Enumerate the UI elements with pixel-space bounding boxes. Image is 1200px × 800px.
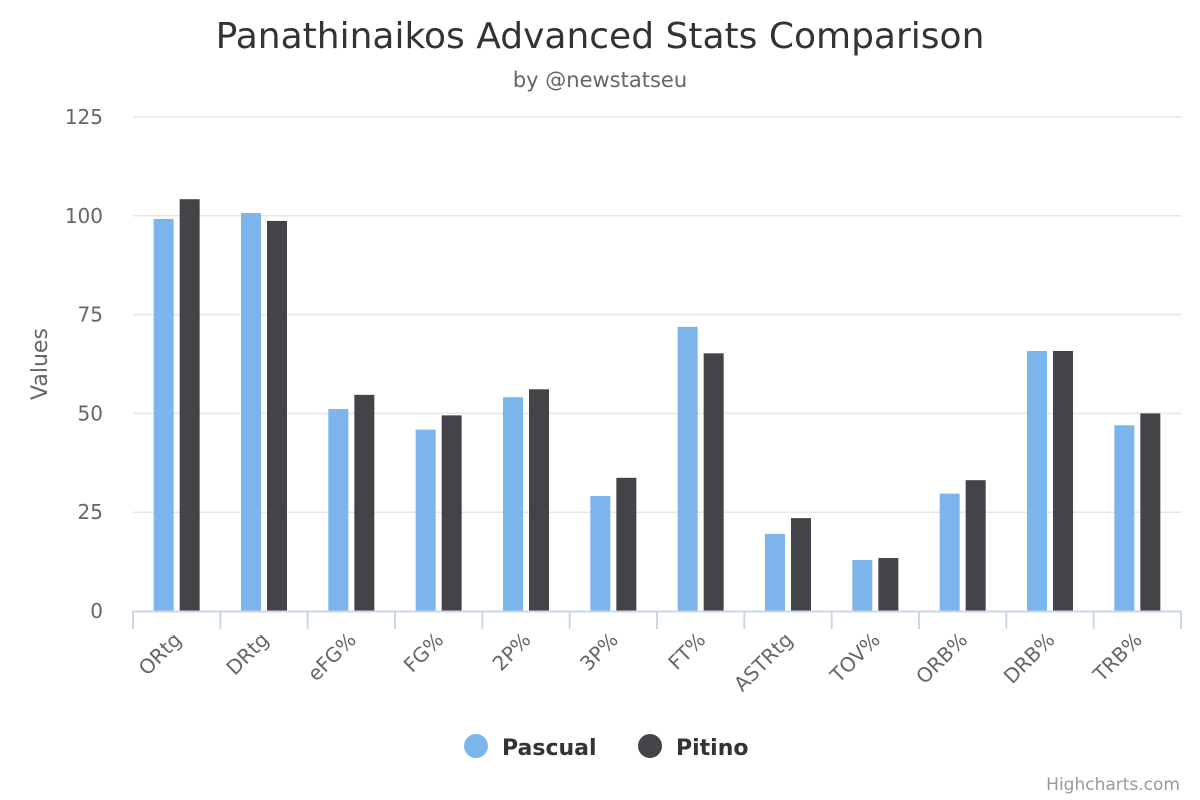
x-tick-label: 3P% xyxy=(575,628,623,676)
bar-pascual-astrtg[interactable] xyxy=(765,533,785,611)
y-tick-label: 0 xyxy=(90,599,103,623)
x-tick-label: TRB% xyxy=(1088,628,1147,687)
bar-pitino-ft-pct[interactable] xyxy=(703,353,724,611)
bar-pitino-tov-pct[interactable] xyxy=(878,558,899,611)
y-tick-label: 125 xyxy=(65,105,103,129)
bars xyxy=(153,199,1161,611)
chart-subtitle: by @newstatseu xyxy=(513,68,687,92)
y-tick-label: 25 xyxy=(78,500,103,524)
bar-pascual-3p-pct[interactable] xyxy=(590,495,611,611)
bar-pascual-orb-pct[interactable] xyxy=(939,493,960,611)
bar-pascual-fg-pct[interactable] xyxy=(415,429,436,611)
bar-pitino-fg-pct[interactable] xyxy=(441,415,462,611)
bar-pascual-ortg[interactable] xyxy=(153,218,174,611)
x-tick-label: DRtg xyxy=(221,628,273,680)
x-tick-label: ORtg xyxy=(134,628,186,680)
bar-pascual-drtg[interactable] xyxy=(241,213,261,611)
x-tick-label: eFG% xyxy=(303,628,361,686)
credits-link[interactable]: Highcharts.com xyxy=(1046,775,1180,795)
bar-pitino-trb-pct[interactable] xyxy=(1140,413,1161,611)
y-tick-label: 100 xyxy=(65,204,103,228)
bar-pitino-ortg[interactable] xyxy=(179,199,200,611)
y-axis-ticks: 0 25 50 75 100 125 xyxy=(65,105,103,623)
legend-item-pitino[interactable]: Pitino xyxy=(638,734,749,761)
x-tick-label: ASTRtg xyxy=(729,628,798,697)
x-axis-ticks: ORtg DRtg eFG% FG% 2P% 3P% FT% ASTRtg TOV% ORB% DR… xyxy=(134,628,1147,697)
x-tick-label: 2P% xyxy=(488,628,536,676)
bar-pitino-2p-pct[interactable] xyxy=(529,389,549,611)
y-tick-label: 50 xyxy=(78,401,103,425)
bar-pitino-orb-pct[interactable] xyxy=(965,480,986,611)
bar-pitino-drtg[interactable] xyxy=(267,220,287,611)
y-axis-label: Values xyxy=(28,328,53,400)
legend-item-pascual[interactable]: Pascual xyxy=(464,734,597,761)
bar-pitino-efg-pct[interactable] xyxy=(354,394,375,611)
x-tick-label: DRB% xyxy=(999,628,1060,689)
x-tick-label: FG% xyxy=(399,628,449,678)
x-tick-label: FT% xyxy=(663,628,710,675)
bar-pascual-efg-pct[interactable] xyxy=(328,409,349,611)
bar-pascual-ft-pct[interactable] xyxy=(677,326,698,611)
legend-label-pascual: Pascual xyxy=(502,736,597,761)
bar-pascual-trb-pct[interactable] xyxy=(1114,425,1135,611)
legend-marker-pitino xyxy=(638,734,662,758)
x-axis xyxy=(132,610,1182,629)
legend-marker-pascual xyxy=(464,734,488,758)
bar-pascual-tov-pct[interactable] xyxy=(852,560,873,611)
x-tick-label: ORB% xyxy=(911,628,972,689)
bar-pitino-3p-pct[interactable] xyxy=(616,477,637,611)
y-tick-label: 75 xyxy=(78,303,103,327)
legend: Pascual Pitino xyxy=(464,734,749,761)
bar-pascual-2p-pct[interactable] xyxy=(503,397,523,611)
gridlines xyxy=(133,116,1181,513)
legend-label-pitino: Pitino xyxy=(676,736,749,761)
bar-pascual-drb-pct[interactable] xyxy=(1027,350,1047,611)
bar-pitino-astrtg[interactable] xyxy=(791,518,811,611)
x-tick-label: TOV% xyxy=(825,628,885,688)
chart-title: Panathinaikos Advanced Stats Comparison xyxy=(216,16,985,57)
bar-pitino-drb-pct[interactable] xyxy=(1053,350,1073,611)
